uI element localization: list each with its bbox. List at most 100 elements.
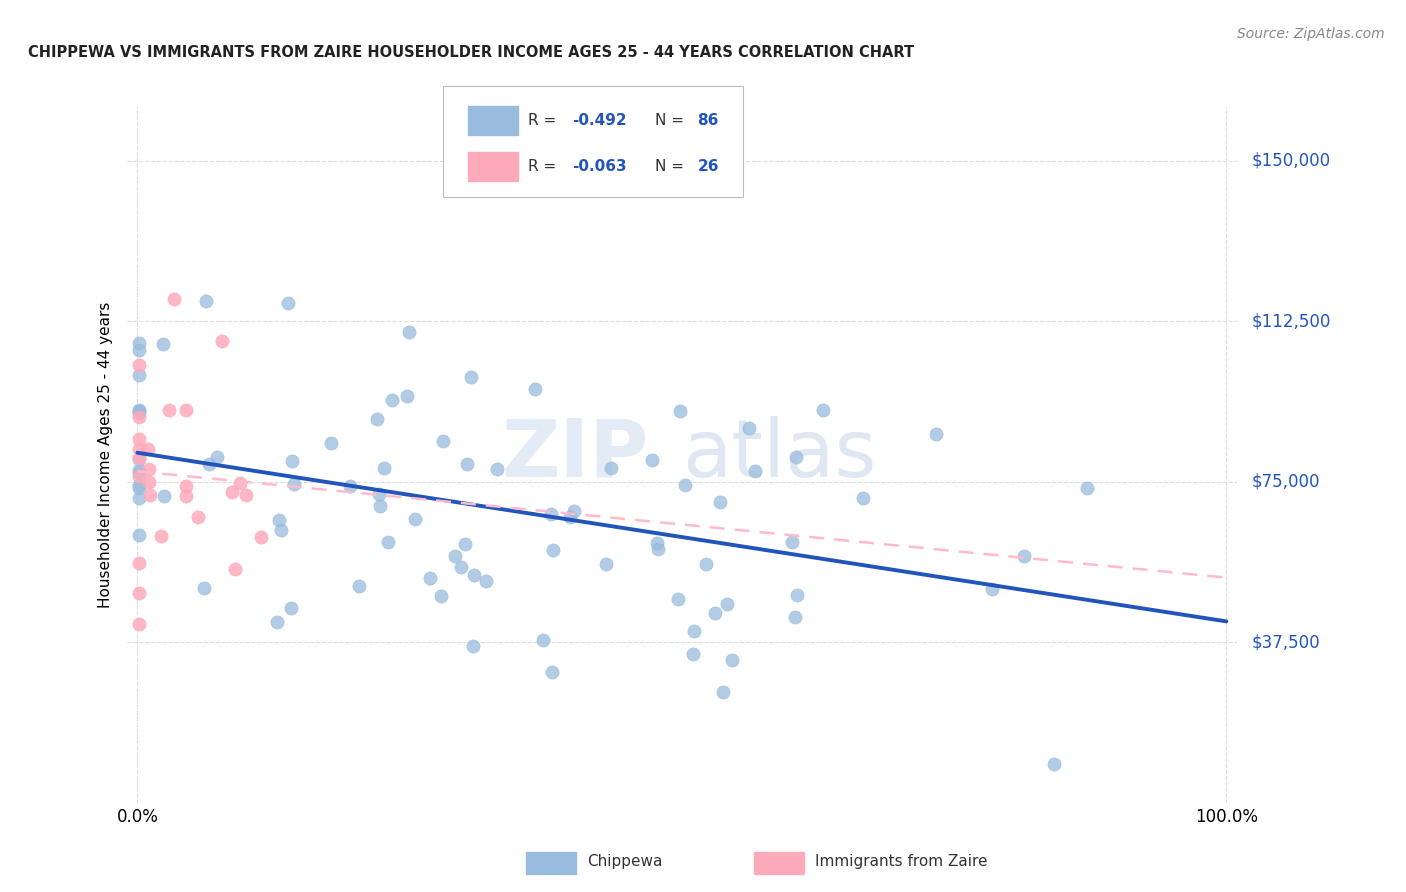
Point xyxy=(128,466,150,480)
Y-axis label: Householder Income Ages 25 - 44 years: Householder Income Ages 25 - 44 years xyxy=(98,301,114,608)
Text: Immigrants from Zaire: Immigrants from Zaire xyxy=(815,855,987,870)
FancyBboxPatch shape xyxy=(754,852,804,874)
Text: -0.492: -0.492 xyxy=(572,113,627,128)
Point xyxy=(128,404,150,418)
Text: atlas: atlas xyxy=(682,416,876,494)
Point xyxy=(432,434,454,448)
Point xyxy=(152,337,174,351)
Point xyxy=(128,335,150,350)
Point xyxy=(980,582,1002,596)
Point xyxy=(128,442,150,456)
Point xyxy=(128,481,150,495)
Point xyxy=(128,358,150,372)
Point xyxy=(682,624,704,638)
Point xyxy=(738,421,761,435)
Point xyxy=(429,590,451,604)
Point xyxy=(138,462,160,476)
Point xyxy=(150,529,173,543)
Point xyxy=(703,606,725,620)
Point xyxy=(128,410,150,425)
Point xyxy=(673,477,696,491)
Point xyxy=(128,469,150,483)
Text: R =: R = xyxy=(527,113,561,128)
Point xyxy=(347,579,370,593)
Point xyxy=(128,451,150,466)
Point xyxy=(786,588,808,602)
Point xyxy=(852,491,875,506)
Point xyxy=(174,479,197,493)
Point xyxy=(811,403,834,417)
Point xyxy=(194,293,217,308)
Point xyxy=(456,457,478,471)
Point xyxy=(211,334,233,348)
Point xyxy=(205,450,228,465)
Text: -0.063: -0.063 xyxy=(572,159,627,174)
Point xyxy=(128,432,150,446)
Point xyxy=(128,368,150,383)
Point xyxy=(744,464,766,478)
Point xyxy=(1042,756,1064,771)
Point xyxy=(128,463,150,477)
Point xyxy=(711,684,734,698)
Point xyxy=(193,581,215,595)
Point xyxy=(640,453,662,467)
Point xyxy=(128,528,150,542)
Text: $112,500: $112,500 xyxy=(1251,312,1330,330)
Point xyxy=(381,393,404,408)
Point xyxy=(785,450,807,465)
Point xyxy=(1076,481,1098,495)
Point xyxy=(128,343,150,358)
Point xyxy=(283,477,305,491)
Point xyxy=(925,427,948,442)
Point xyxy=(396,388,419,402)
Point xyxy=(267,513,290,527)
Point xyxy=(444,549,467,564)
Point xyxy=(709,495,731,509)
FancyBboxPatch shape xyxy=(526,852,576,874)
Point xyxy=(224,562,246,576)
Point xyxy=(373,461,395,475)
Point xyxy=(645,535,668,549)
Point xyxy=(174,402,197,417)
Point xyxy=(460,370,482,384)
Point xyxy=(523,382,546,396)
Point xyxy=(152,489,174,503)
Point xyxy=(404,511,426,525)
Point xyxy=(128,556,150,570)
Point xyxy=(485,462,508,476)
Point xyxy=(174,489,197,503)
Point xyxy=(540,665,562,679)
Point xyxy=(277,295,299,310)
Point xyxy=(695,557,717,571)
Point xyxy=(250,530,273,544)
Point xyxy=(1014,549,1036,564)
Text: 86: 86 xyxy=(697,113,718,128)
Point xyxy=(562,504,585,518)
Point xyxy=(229,475,252,490)
Point xyxy=(377,535,399,549)
Point xyxy=(461,640,484,654)
Point xyxy=(138,475,160,490)
Point xyxy=(339,478,361,492)
Point xyxy=(450,559,472,574)
Text: R =: R = xyxy=(527,159,561,174)
Point xyxy=(128,478,150,492)
Point xyxy=(157,403,180,417)
Point xyxy=(368,487,391,501)
Text: CHIPPEWA VS IMMIGRANTS FROM ZAIRE HOUSEHOLDER INCOME AGES 25 - 44 YEARS CORRELAT: CHIPPEWA VS IMMIGRANTS FROM ZAIRE HOUSEH… xyxy=(28,45,914,60)
Point xyxy=(139,488,162,502)
Point xyxy=(128,452,150,467)
Point xyxy=(669,404,692,418)
Point xyxy=(136,442,159,457)
FancyBboxPatch shape xyxy=(443,87,742,197)
Point xyxy=(266,615,288,629)
Text: $150,000: $150,000 xyxy=(1251,152,1330,169)
Point xyxy=(128,406,150,420)
Point xyxy=(270,523,292,537)
FancyBboxPatch shape xyxy=(468,106,517,135)
Point xyxy=(647,541,669,556)
Point xyxy=(128,586,150,600)
Point xyxy=(280,454,302,468)
Text: 26: 26 xyxy=(697,159,718,174)
Point xyxy=(366,411,388,425)
